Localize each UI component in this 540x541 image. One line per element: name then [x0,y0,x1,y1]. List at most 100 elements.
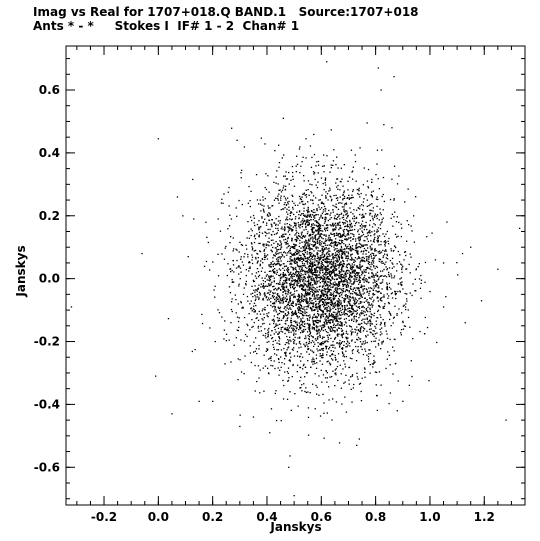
scatter-point [304,265,306,267]
scatter-point [309,265,311,267]
scatter-point [400,263,402,265]
scatter-point [380,384,382,386]
scatter-point [351,267,353,269]
scatter-point [289,360,291,362]
scatter-point [293,342,295,345]
scatter-point [325,268,327,270]
scatter-point [393,165,396,167]
scatter-point [276,271,278,273]
scatter-point [318,375,320,377]
scatter-point [310,233,312,235]
scatter-point [340,288,342,290]
scatter-point [351,318,353,320]
scatter-point [300,360,302,362]
scatter-point [401,267,403,269]
scatter-point [300,298,302,301]
scatter-point [301,267,303,269]
scatter-point [258,310,260,313]
scatter-point [363,281,365,283]
scatter-point [331,253,334,255]
scatter-point [368,255,370,257]
scatter-point [241,307,243,309]
scatter-point [341,235,344,238]
scatter-point [351,269,353,271]
scatter-point [319,336,321,338]
scatter-point [312,316,314,318]
scatter-point [307,243,309,246]
scatter-point [363,367,366,369]
scatter-point [313,323,315,325]
scatter-point [277,367,279,369]
scatter-point [368,261,371,263]
scatter-point [363,228,365,231]
scatter-point [281,362,283,364]
scatter-point [302,317,304,319]
scatter-point [308,283,310,285]
scatter-point [266,349,269,351]
scatter-point [397,235,399,237]
scatter-point [317,276,319,279]
scatter-point [349,311,351,314]
scatter-point [324,377,327,379]
scatter-point [316,221,318,223]
scatter-point [361,260,363,262]
scatter-point [363,269,365,271]
scatter-point [300,274,302,277]
scatter-point [364,371,366,373]
scatter-point [294,310,297,312]
scatter-point [322,271,324,274]
scatter-point [292,254,294,256]
scatter-point [319,299,321,302]
scatter-point [322,329,325,332]
scatter-point [305,292,308,295]
scatter-point [262,280,264,282]
scatter-point [330,196,332,198]
scatter-point [314,234,316,237]
scatter-point [368,277,370,279]
scatter-point [358,278,360,280]
scatter-point [291,376,293,378]
scatter-point [266,296,268,298]
scatter-point [273,222,275,224]
scatter-point [335,163,337,166]
scatter-point [338,249,340,251]
scatter-point [317,267,319,269]
scatter-point [298,296,300,299]
scatter-point [344,248,346,250]
scatter-point [341,270,343,272]
scatter-point [302,258,305,260]
scatter-point [360,259,363,261]
scatter-point [315,214,317,216]
scatter-point [289,299,291,301]
scatter-point [201,313,203,316]
scatter-point [328,250,330,252]
scatter-point [329,306,331,308]
scatter-point [329,282,331,284]
scatter-point [321,241,323,243]
scatter-point [371,363,373,365]
scatter-point [349,287,352,290]
scatter-point [314,320,317,322]
scatter-point [321,216,324,219]
scatter-point [316,209,318,212]
scatter-point [349,278,351,280]
scatter-point [349,282,351,284]
scatter-point [324,282,326,284]
scatter-point [406,240,408,242]
scatter-point [279,220,281,222]
scatter-point [334,301,336,304]
scatter-point [325,234,327,236]
scatter-point [376,394,378,397]
scatter-point [366,122,368,124]
scatter-point [291,239,293,241]
scatter-point [302,213,304,215]
scatter-point [308,194,310,196]
scatter-point [344,244,347,246]
scatter-point [409,272,411,274]
scatter-point [356,250,358,252]
scatter-point [314,244,316,247]
scatter-point [363,167,365,169]
scatter-point [357,378,359,380]
scatter-point [306,233,309,235]
scatter-point [326,291,328,293]
